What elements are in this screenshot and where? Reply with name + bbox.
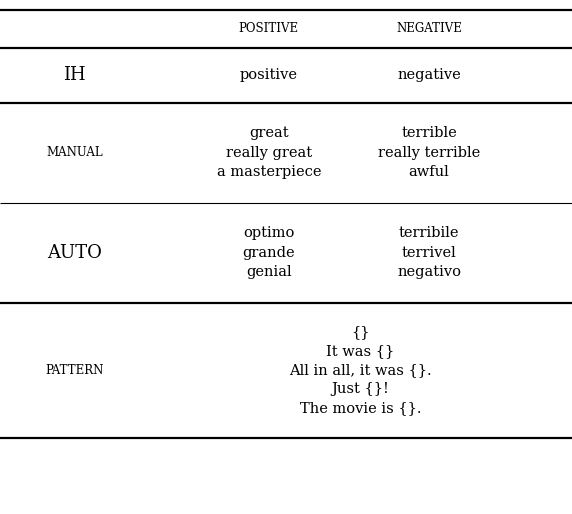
Text: optimo
grande
genial: optimo grande genial — [243, 227, 295, 280]
Text: terribile
terrivel
negativo: terribile terrivel negativo — [397, 227, 461, 280]
Text: IH: IH — [63, 66, 86, 84]
Text: PATTERN: PATTERN — [45, 364, 104, 377]
Text: great
really great
a masterpiece: great really great a masterpiece — [217, 126, 321, 179]
Text: NEGATIVE: NEGATIVE — [396, 23, 462, 35]
Text: positive: positive — [240, 68, 298, 83]
Text: negative: negative — [397, 68, 461, 83]
Text: terrible
really terrible
awful: terrible really terrible awful — [378, 126, 480, 179]
Text: {}
It was {}
All in all, it was {}.
Just {}!
The movie is {}.: {} It was {} All in all, it was {}. Just… — [289, 325, 432, 415]
Text: MANUAL: MANUAL — [46, 146, 102, 159]
Text: POSITIVE: POSITIVE — [239, 23, 299, 35]
Text: AUTO: AUTO — [47, 244, 102, 262]
